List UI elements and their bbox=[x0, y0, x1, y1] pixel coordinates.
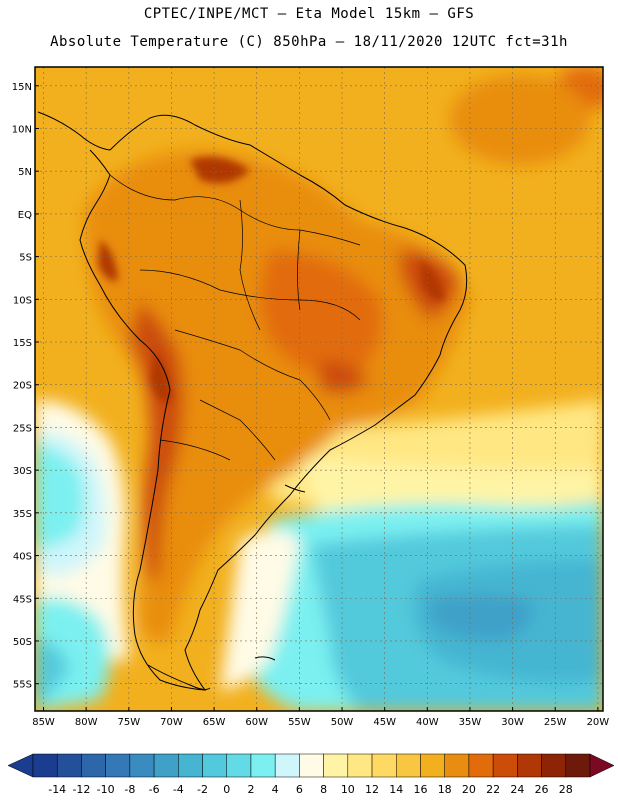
lat-label: 55S bbox=[13, 680, 32, 691]
colorbar-label: 6 bbox=[296, 783, 303, 796]
colorbar-swatch bbox=[105, 753, 131, 778]
lon-label: 75W bbox=[118, 717, 141, 728]
colorbar-label: 2 bbox=[247, 783, 254, 796]
colorbar-label: 4 bbox=[272, 783, 279, 796]
colorbar-swatch bbox=[323, 753, 349, 778]
colorbar-swatch bbox=[517, 753, 542, 778]
colorbar-label: 8 bbox=[320, 783, 327, 796]
lat-label: 50S bbox=[13, 637, 32, 648]
colorbar-swatch bbox=[565, 753, 591, 778]
lon-label: 45W bbox=[373, 717, 396, 728]
lon-label: 30W bbox=[501, 717, 524, 728]
colorbar-label: -6 bbox=[149, 783, 160, 796]
lat-label: 30S bbox=[13, 466, 32, 477]
colorbar-max-arrow bbox=[589, 753, 615, 778]
lat-label: 45S bbox=[13, 594, 32, 605]
colorbar-swatch bbox=[274, 753, 300, 778]
colorbar-label: 28 bbox=[559, 783, 573, 796]
colorbar-label: 12 bbox=[365, 783, 379, 796]
country-borders bbox=[109, 174, 361, 461]
lon-label: 60W bbox=[245, 717, 268, 728]
lat-label: 15S bbox=[13, 338, 32, 349]
lat-label: 5N bbox=[18, 167, 32, 178]
colorbar-swatch bbox=[226, 753, 252, 778]
colorbar-swatch bbox=[420, 753, 445, 778]
latitude-labels: 15N 10N 5N EQ 5S 10S 15S 20S 25S 30S 35S 40S 45S 50S 5… bbox=[12, 82, 39, 691]
colorbar-label: -14 bbox=[48, 783, 66, 796]
lat-label: 20S bbox=[13, 381, 32, 392]
colorbar-label: -4 bbox=[173, 783, 184, 796]
colorbar-labels: -14 -12 -10 -8 -6 -4 -2 0 2 4 6 8 10 12 14 16 18 20 22 24 26… bbox=[48, 783, 573, 796]
graticule bbox=[35, 67, 603, 711]
colorbar-label: 20 bbox=[462, 783, 476, 796]
colorbar-label: 18 bbox=[438, 783, 452, 796]
colorbar-swatch bbox=[396, 753, 421, 778]
colorbar-swatch bbox=[178, 753, 203, 778]
colorbar bbox=[7, 753, 615, 778]
longitude-labels: 85W 80W 75W 70W 65W 60W 55W 50W 45W 40W 35W 30W 25W 2… bbox=[32, 707, 609, 728]
colorbar-swatch bbox=[299, 753, 324, 778]
lat-label: 10N bbox=[12, 124, 32, 135]
colorbar-swatch bbox=[492, 753, 518, 778]
lat-label: 15N bbox=[12, 82, 32, 93]
colorbar-label: 24 bbox=[510, 783, 524, 796]
colorbar-label: -12 bbox=[72, 783, 90, 796]
colorbar-swatch bbox=[202, 753, 227, 778]
temperature-field bbox=[35, 67, 603, 711]
chart-subtitle: Absolute Temperature (C) 850hPa – 18/11/… bbox=[50, 34, 568, 50]
lat-label: 25S bbox=[13, 423, 32, 434]
colorbar-swatch bbox=[250, 753, 276, 778]
colorbar-label: 10 bbox=[341, 783, 355, 796]
map-frame bbox=[34, 66, 604, 712]
lon-label: 85W bbox=[32, 717, 55, 728]
lat-label: 35S bbox=[13, 509, 32, 520]
colorbar-label: -10 bbox=[97, 783, 115, 796]
lat-label: 40S bbox=[13, 552, 32, 563]
coastlines bbox=[37, 111, 468, 691]
lon-label: 40W bbox=[416, 717, 439, 728]
lat-label: 10S bbox=[13, 295, 32, 306]
colorbar-swatch bbox=[153, 753, 179, 778]
colorbar-swatch bbox=[56, 753, 82, 778]
chart-title: CPTEC/INPE/MCT – Eta Model 15km – GFS bbox=[143, 6, 475, 22]
lon-label: 20W bbox=[587, 717, 610, 728]
colorbar-swatch bbox=[81, 753, 106, 778]
lon-label: 80W bbox=[75, 717, 98, 728]
lon-label: 50W bbox=[331, 717, 354, 728]
colorbar-swatch bbox=[444, 753, 470, 778]
colorbar-label: 22 bbox=[486, 783, 500, 796]
lon-label: 25W bbox=[544, 717, 567, 728]
colorbar-swatch bbox=[347, 753, 373, 778]
lat-label: EQ bbox=[18, 210, 32, 221]
colorbar-label: 0 bbox=[223, 783, 230, 796]
colorbar-swatch bbox=[371, 753, 397, 778]
colorbar-min-arrow bbox=[7, 753, 34, 778]
colorbar-label: 14 bbox=[389, 783, 403, 796]
colorbar-label: -2 bbox=[197, 783, 208, 796]
colorbar-swatch bbox=[129, 753, 155, 778]
colorbar-swatch bbox=[468, 753, 494, 778]
lon-label: 70W bbox=[160, 717, 183, 728]
lon-label: 55W bbox=[288, 717, 311, 728]
colorbar-label: 26 bbox=[535, 783, 549, 796]
lat-label: 5S bbox=[19, 253, 32, 264]
colorbar-swatch bbox=[32, 753, 58, 778]
colorbar-label: -8 bbox=[124, 783, 135, 796]
colorbar-label: 16 bbox=[413, 783, 427, 796]
lon-label: 35W bbox=[459, 717, 482, 728]
lon-label: 65W bbox=[203, 717, 226, 728]
colorbar-swatch bbox=[541, 753, 567, 778]
